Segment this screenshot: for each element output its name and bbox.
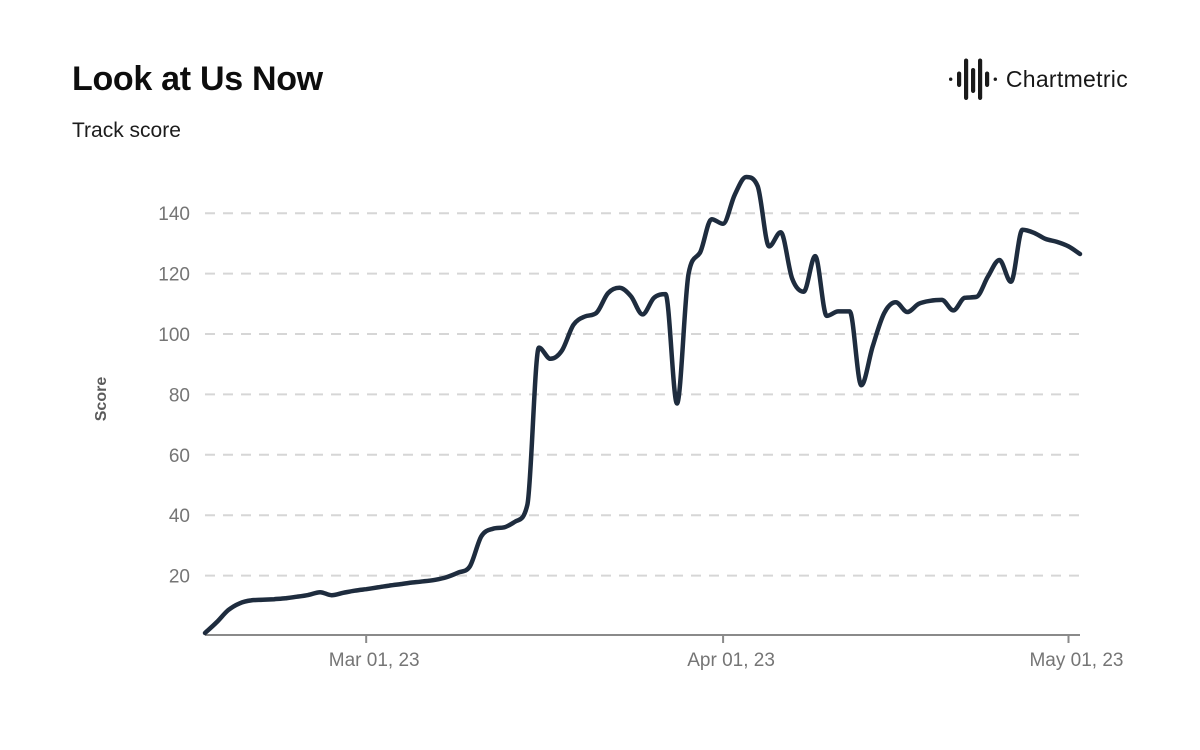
x-tick-label: May 01, 23 (1029, 650, 1123, 671)
y-tick-label: 80 (169, 385, 190, 406)
waveform-icon (948, 58, 997, 100)
y-tick-label: 40 (169, 506, 190, 527)
brand-logo: Chartmetric (948, 57, 1128, 102)
y-tick-label: 100 (158, 325, 190, 346)
y-tick-label: 140 (158, 204, 190, 225)
page-title: Look at Us Now (72, 60, 323, 98)
brand-name: Chartmetric (1005, 66, 1128, 92)
x-tick-label: Apr 01, 23 (687, 650, 775, 671)
y-tick-label: 120 (158, 265, 190, 286)
score-line (202, 174, 1083, 636)
chart-subtitle: Track score (72, 119, 181, 142)
y-axis-title: Score (93, 377, 110, 422)
y-tick-label: 20 (169, 567, 190, 588)
y-tick-label: 60 (169, 446, 190, 467)
x-tick-label: Mar 01, 23 (329, 650, 420, 671)
